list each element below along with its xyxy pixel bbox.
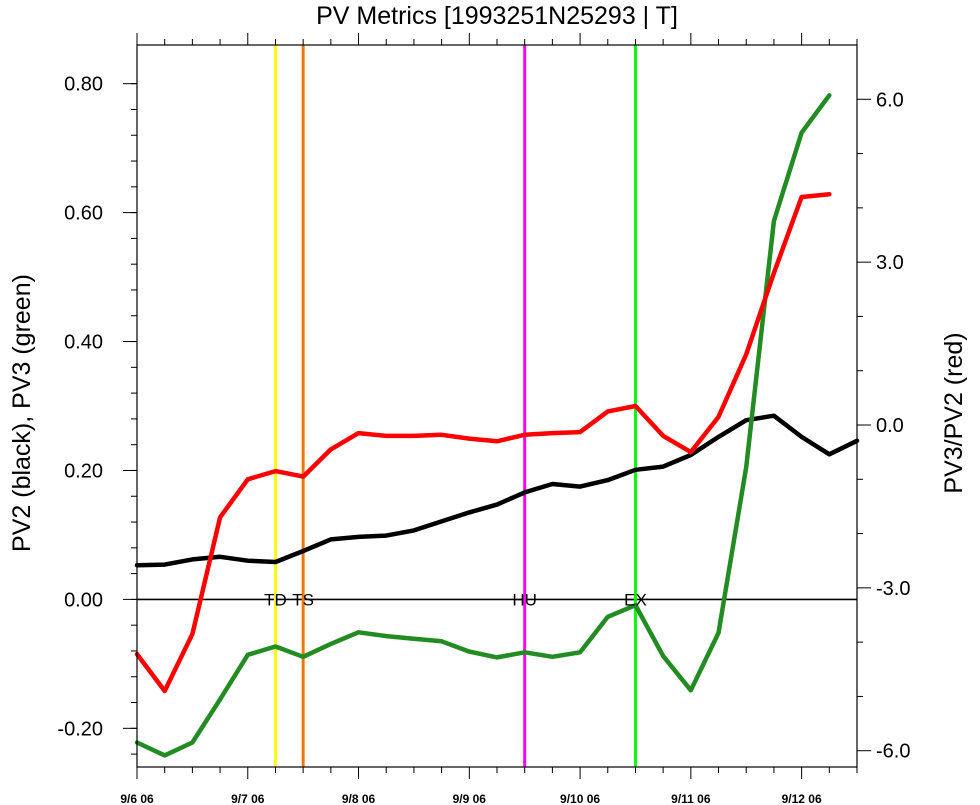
right-y-tick-label: 3.0 xyxy=(876,252,904,274)
left-axis-label: PV2 (black), PV3 (green) xyxy=(8,274,36,552)
right-axis-label: PV3/PV2 (red) xyxy=(940,332,968,493)
right-y-tick-label: -3.0 xyxy=(876,578,910,600)
x-tick-label: 9/7 06 xyxy=(231,792,265,805)
left-y-tick-label: -0.20 xyxy=(57,718,103,740)
x-tick-label: 9/6 06 xyxy=(120,792,154,805)
event-label-ts: TS xyxy=(292,590,314,609)
x-tick-label: 9/11 06 xyxy=(671,792,711,805)
left-y-tick-label: 0.80 xyxy=(64,74,103,96)
series-line-pv3-pv2 xyxy=(134,192,832,694)
left-y-tick-label: 0.20 xyxy=(64,460,103,482)
left-y-tick-label: 0.40 xyxy=(64,332,103,354)
series-line-pv2 xyxy=(134,413,860,568)
plot-area: TD TS HU EX -0.20 0.00 0.20 0.40 0.60 0.80 -6.0 -3.… xyxy=(57,33,910,805)
event-label-hu: HU xyxy=(512,590,537,609)
series-line-pv3 xyxy=(134,93,832,758)
left-y-tick-label: 0.00 xyxy=(64,589,103,611)
right-y-tick-label: 0.0 xyxy=(876,415,904,437)
x-tick-label: 9/8 06 xyxy=(342,792,376,805)
x-tick-label: 9/9 06 xyxy=(453,792,487,805)
event-label-td: TD xyxy=(264,590,287,609)
x-tick-label: 9/10 06 xyxy=(560,792,600,805)
chart-title: PV Metrics [1993251N25293 | T] xyxy=(316,2,678,30)
right-y-tick-label: -6.0 xyxy=(876,741,910,763)
x-tick-label: 9/12 06 xyxy=(782,792,822,805)
left-y-tick-label: 0.60 xyxy=(64,203,103,225)
right-y-tick-label: 6.0 xyxy=(876,89,904,111)
event-label-ex: EX xyxy=(624,590,647,609)
